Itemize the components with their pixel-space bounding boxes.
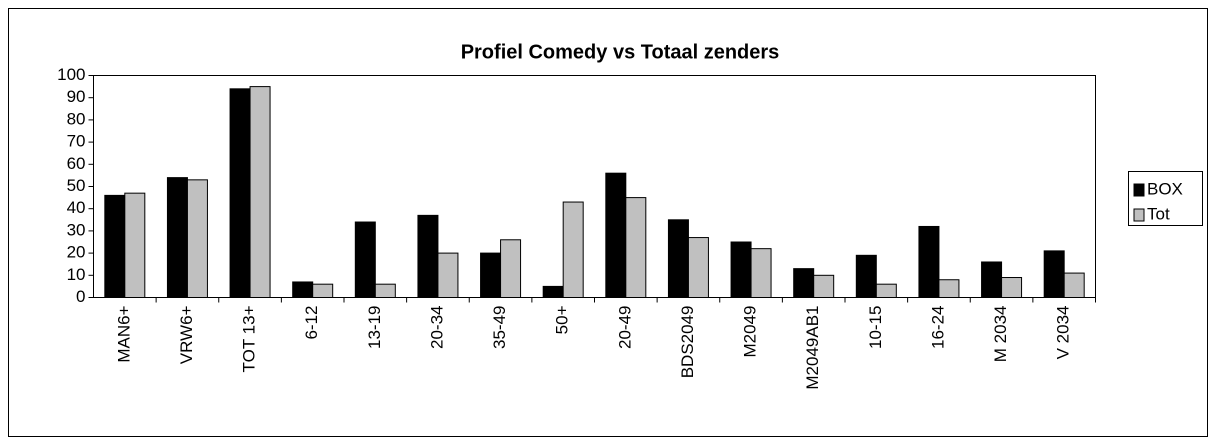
y-tick-label: 50 (67, 176, 86, 195)
y-tick-label: 20 (67, 243, 86, 262)
x-tick-label: 50+ (553, 305, 572, 334)
legend-swatch (1133, 208, 1145, 222)
bar (667, 219, 689, 298)
bar (750, 248, 772, 299)
bar (1001, 277, 1023, 298)
bar (1063, 272, 1085, 298)
y-tick-label: 0 (76, 287, 85, 306)
x-tick-label: BDS2049 (678, 306, 697, 379)
y-tick-label: 100 (57, 65, 85, 84)
y-tick-label: 60 (67, 154, 86, 173)
bar (605, 172, 627, 298)
bar (417, 214, 439, 298)
bar (354, 221, 376, 299)
bar (249, 86, 271, 298)
x-tick-label: V 2034 (1054, 306, 1073, 360)
chart-title: Profiel Comedy vs Totaal zenders (461, 41, 780, 63)
bar (124, 192, 146, 298)
x-tick-label: 16-24 (928, 306, 947, 349)
bar (918, 225, 940, 299)
bar (104, 194, 126, 299)
x-tick-label: 35-49 (490, 306, 509, 349)
x-tick-label: MAN6+ (114, 305, 133, 362)
bar (730, 241, 752, 298)
bar (229, 88, 251, 298)
bar (500, 239, 522, 298)
x-tick-label: 20-49 (615, 306, 634, 349)
bar (981, 261, 1003, 299)
x-tick-label: VRW6+ (177, 305, 196, 364)
bar (374, 283, 396, 298)
bar (186, 179, 208, 298)
bar (562, 201, 584, 298)
x-tick-label: 10-15 (866, 306, 885, 349)
bar (166, 177, 188, 298)
y-tick-label: 70 (67, 132, 86, 151)
legend-label: Tot (1147, 204, 1170, 223)
bar (687, 237, 709, 298)
y-tick-label: 90 (67, 87, 86, 106)
x-tick-label: 20-34 (427, 306, 446, 349)
bar (437, 252, 459, 299)
bar (813, 274, 835, 298)
legend-label: BOX (1147, 179, 1183, 198)
bar (793, 268, 815, 299)
x-tick-label: M 2034 (991, 306, 1010, 363)
x-tick-label: 6-12 (302, 306, 321, 340)
bar (1043, 250, 1065, 299)
y-tick-label: 80 (67, 109, 86, 128)
bar (625, 197, 647, 299)
bar (480, 252, 502, 299)
x-tick-label: 13-19 (365, 306, 384, 349)
y-tick-label: 40 (67, 198, 86, 217)
bar (938, 279, 960, 298)
x-tick-label: TOT 13+ (240, 305, 259, 372)
y-tick-label: 10 (67, 265, 86, 284)
bar (855, 254, 877, 299)
y-tick-label: 30 (67, 220, 86, 239)
bar (312, 283, 334, 298)
bar (875, 283, 897, 298)
bar (542, 285, 564, 298)
bar (292, 281, 314, 298)
x-tick-label: M2049AB1 (803, 306, 822, 390)
x-tick-label: M2049 (741, 306, 760, 358)
legend-swatch (1133, 183, 1145, 197)
